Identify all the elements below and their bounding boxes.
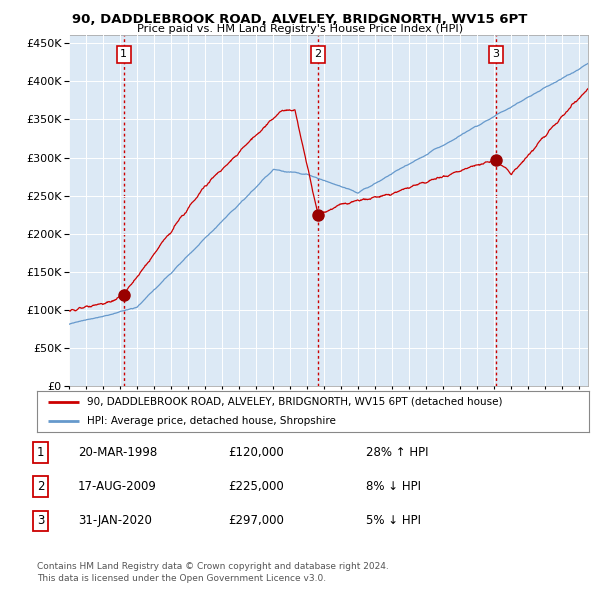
Text: Contains HM Land Registry data © Crown copyright and database right 2024.
This d: Contains HM Land Registry data © Crown c… bbox=[37, 562, 389, 583]
Text: £120,000: £120,000 bbox=[228, 446, 284, 459]
Text: 3: 3 bbox=[37, 514, 44, 527]
Text: 1: 1 bbox=[120, 50, 127, 60]
Text: 3: 3 bbox=[492, 50, 499, 60]
Text: 5% ↓ HPI: 5% ↓ HPI bbox=[366, 514, 421, 527]
Text: 1: 1 bbox=[37, 446, 44, 459]
Text: Price paid vs. HM Land Registry's House Price Index (HPI): Price paid vs. HM Land Registry's House … bbox=[137, 24, 463, 34]
Text: 20-MAR-1998: 20-MAR-1998 bbox=[78, 446, 157, 459]
Text: 28% ↑ HPI: 28% ↑ HPI bbox=[366, 446, 428, 459]
Text: 90, DADDLEBROOK ROAD, ALVELEY, BRIDGNORTH, WV15 6PT: 90, DADDLEBROOK ROAD, ALVELEY, BRIDGNORT… bbox=[73, 13, 527, 26]
Text: 17-AUG-2009: 17-AUG-2009 bbox=[78, 480, 157, 493]
Text: 2: 2 bbox=[37, 480, 44, 493]
Text: 2: 2 bbox=[314, 50, 322, 60]
Text: 31-JAN-2020: 31-JAN-2020 bbox=[78, 514, 152, 527]
Text: 8% ↓ HPI: 8% ↓ HPI bbox=[366, 480, 421, 493]
Text: £297,000: £297,000 bbox=[228, 514, 284, 527]
Text: £225,000: £225,000 bbox=[228, 480, 284, 493]
Text: 90, DADDLEBROOK ROAD, ALVELEY, BRIDGNORTH, WV15 6PT (detached house): 90, DADDLEBROOK ROAD, ALVELEY, BRIDGNORT… bbox=[87, 396, 502, 407]
Text: HPI: Average price, detached house, Shropshire: HPI: Average price, detached house, Shro… bbox=[87, 416, 336, 426]
